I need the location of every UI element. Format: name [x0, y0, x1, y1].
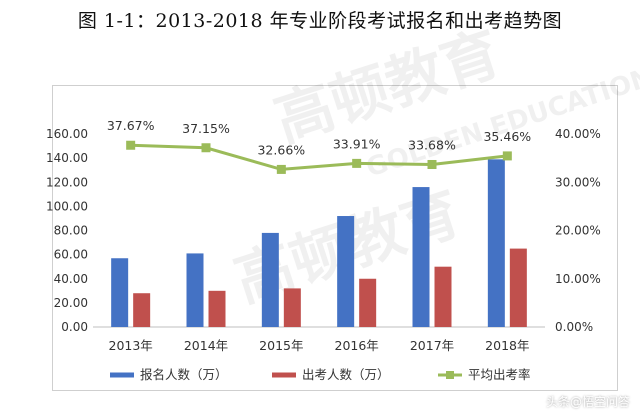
data-label: 35.46%: [483, 129, 531, 144]
bar-exam-takers: [509, 248, 527, 327]
bar-registrations: [186, 253, 204, 327]
data-label: 32.66%: [257, 142, 305, 157]
line-point: [352, 158, 362, 168]
chart-frame: [52, 85, 618, 391]
line-point: [126, 140, 136, 150]
watermark-platform: 头条@悟空问答: [545, 395, 630, 409]
bar-exam-takers: [434, 266, 452, 327]
line-point: [276, 164, 286, 174]
y-left-tick-label: 140.00: [46, 151, 88, 165]
line-point: [427, 159, 437, 169]
legend-label-registrations: 报名人数（万）: [140, 367, 228, 382]
data-label: 33.91%: [333, 136, 381, 151]
bar-registrations: [337, 216, 355, 327]
x-tick-label: 2018年: [485, 338, 529, 353]
data-label: 33.68%: [408, 137, 456, 152]
y-right-tick-label: 30.00%: [555, 175, 601, 189]
bar-registrations: [487, 159, 505, 327]
y-left-tick-label: 120.00: [46, 175, 88, 189]
y-left-tick-label: 0.00: [61, 320, 88, 334]
bar-registrations: [111, 258, 129, 327]
y-left-tick-label: 160.00: [46, 127, 88, 141]
y-right-tick-label: 40.00%: [555, 127, 601, 141]
line-point: [201, 143, 211, 153]
bar-registrations: [261, 232, 279, 327]
x-tick-label: 2014年: [184, 338, 228, 353]
x-tick-label: 2016年: [335, 338, 379, 353]
y-left-tick-label: 100.00: [46, 199, 88, 213]
y-right-tick-label: 20.00%: [555, 224, 601, 238]
x-tick-label: 2013年: [109, 338, 153, 353]
chart-title: 图 1-1：2013-2018 年专业阶段考试报名和出考趋势图: [77, 10, 563, 32]
y-right-tick-label: 10.00%: [555, 272, 601, 286]
y-left-tick-label: 80.00: [54, 224, 88, 238]
legend-label-exam-takers: 出考人数（万）: [302, 367, 390, 382]
bar-exam-takers: [133, 293, 151, 327]
x-tick-label: 2015年: [259, 338, 303, 353]
y-left-tick-label: 60.00: [54, 248, 88, 262]
bar-exam-takers: [208, 290, 226, 327]
legend-label-rate: 平均出考率: [468, 367, 531, 382]
bar-exam-takers: [359, 278, 377, 327]
bar-registrations: [412, 187, 430, 327]
x-tick-label: 2017年: [410, 338, 454, 353]
data-label: 37.67%: [107, 118, 155, 133]
y-left-tick-label: 40.00: [54, 272, 88, 286]
line-point: [502, 151, 512, 161]
bar-exam-takers: [283, 288, 301, 327]
line-attendance-rate: [130, 143, 508, 171]
legend-marker-rate: [446, 371, 454, 379]
y-left-tick-label: 20.00: [54, 296, 88, 310]
data-label: 37.15%: [182, 121, 230, 136]
y-right-tick-label: 0.00%: [555, 320, 593, 334]
